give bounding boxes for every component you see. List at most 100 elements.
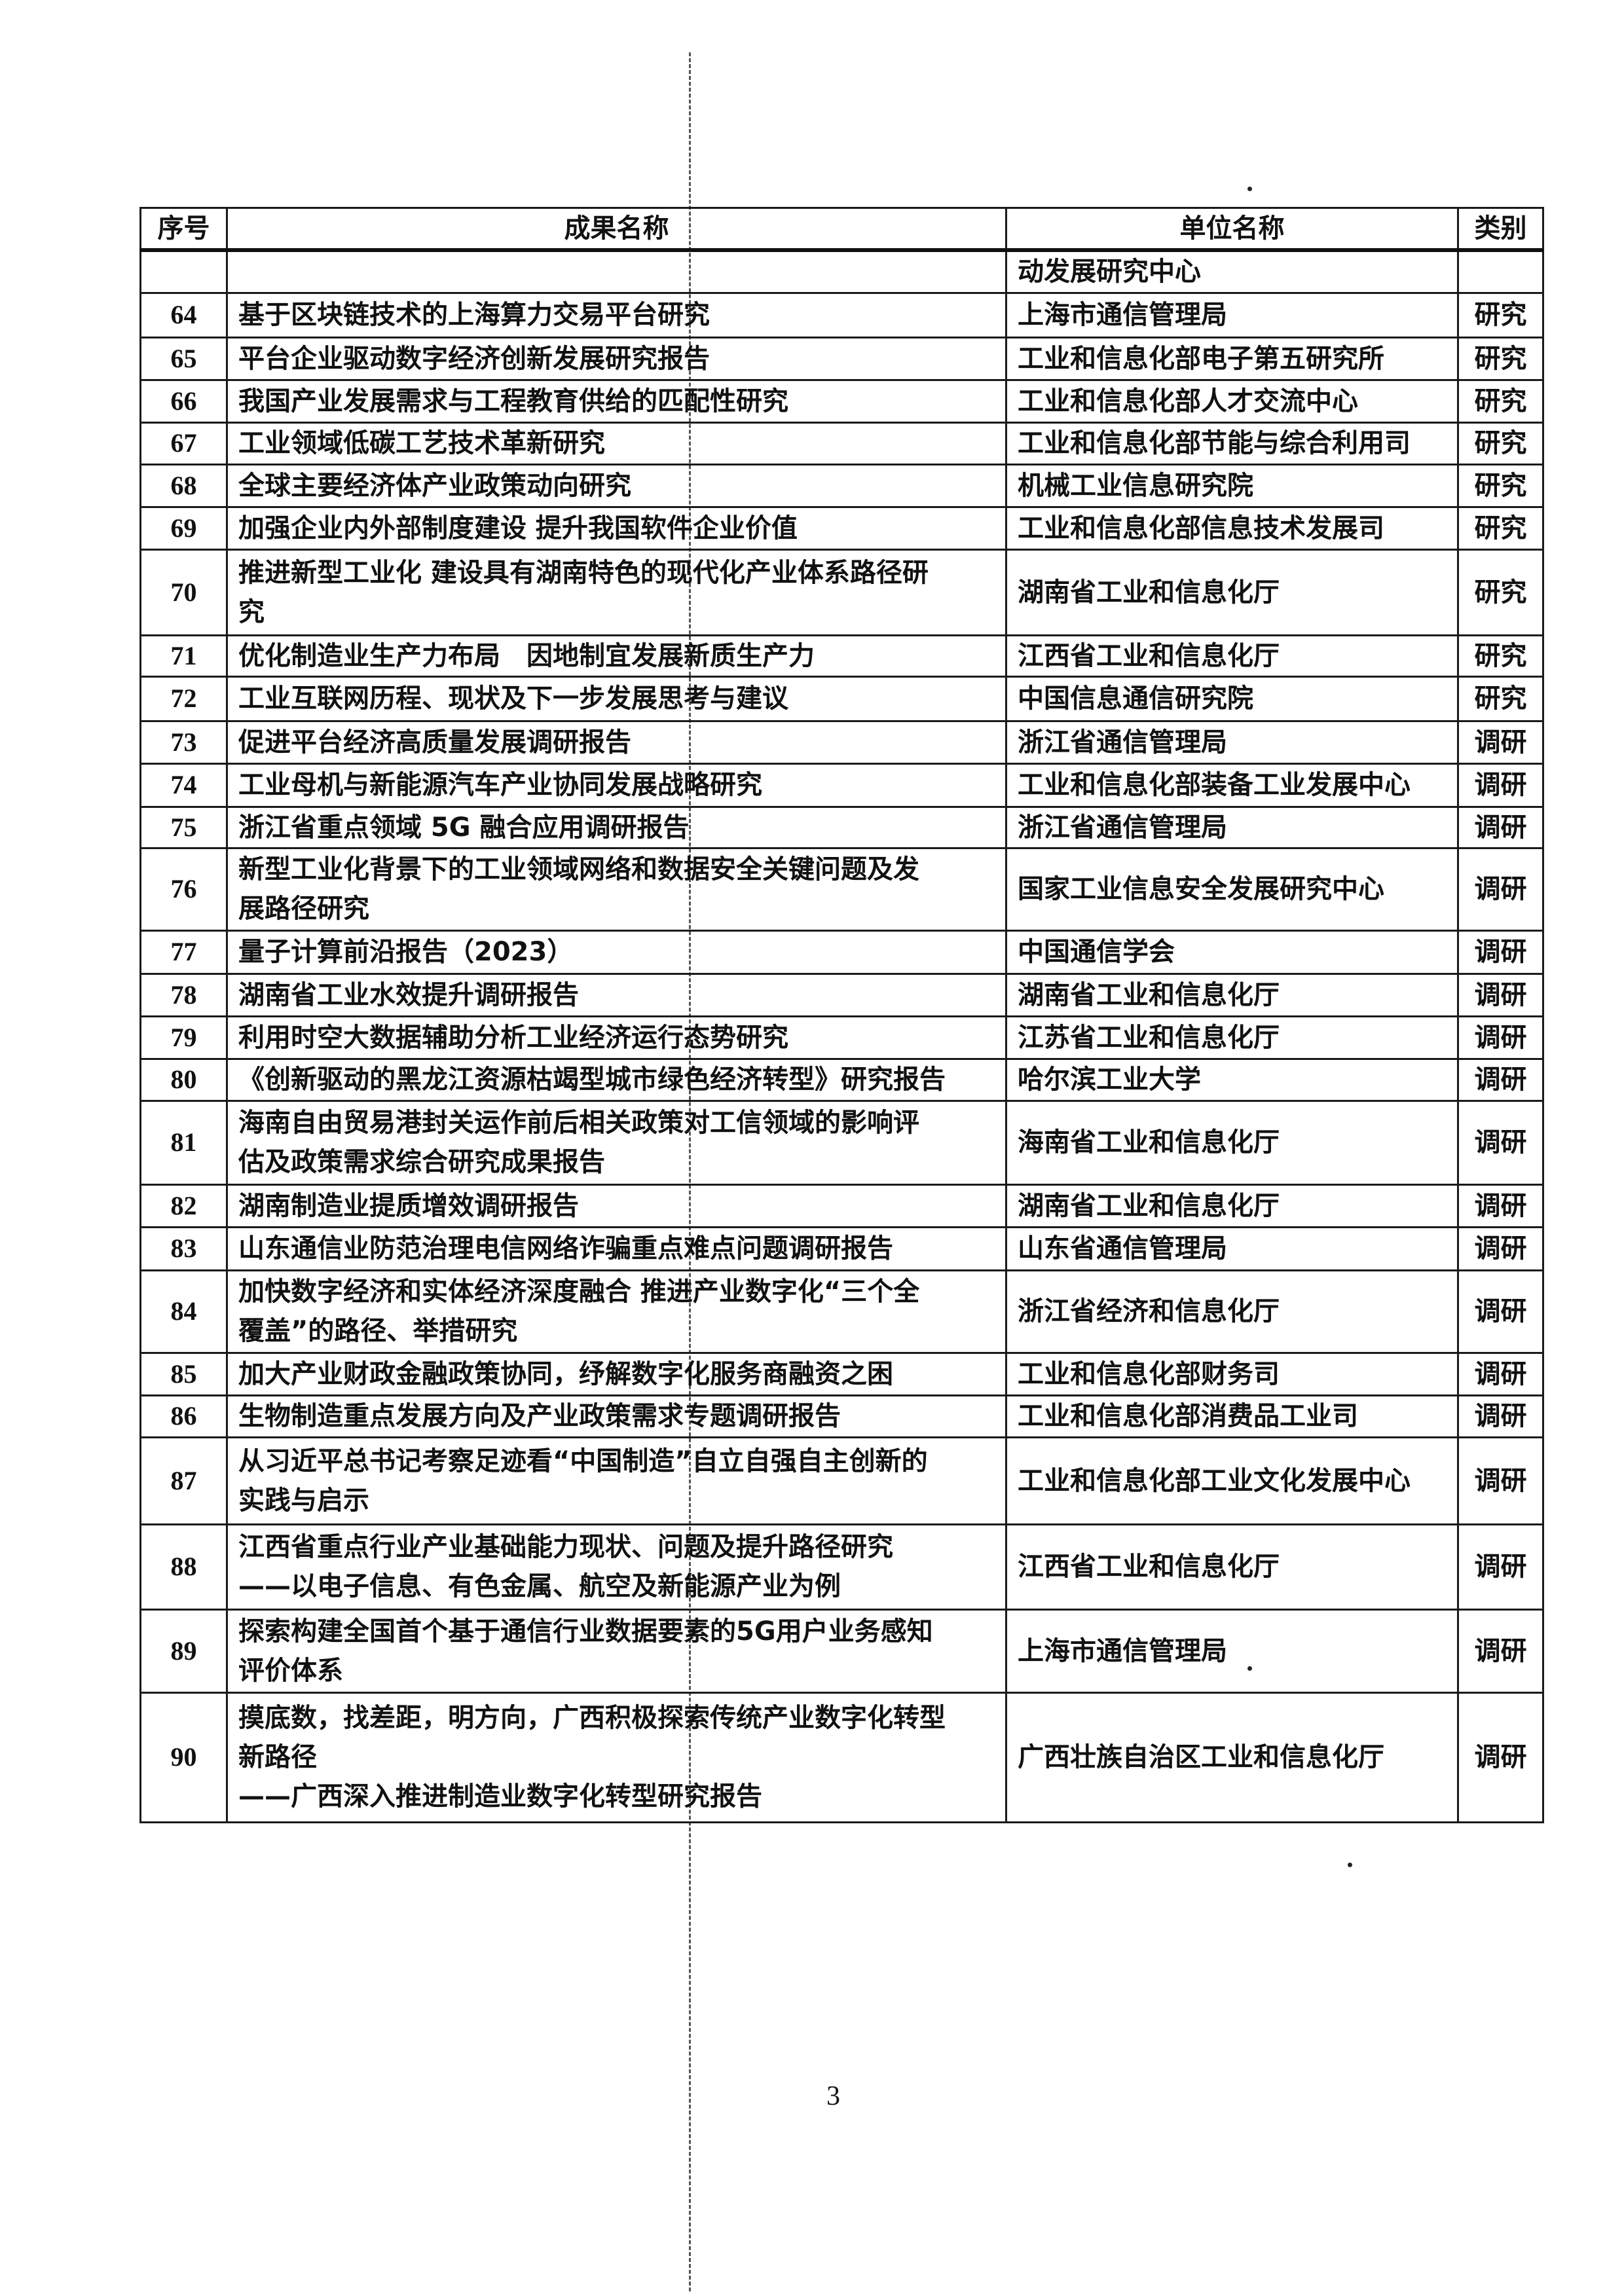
table-row: 86 生物制造重点发展方向及产业政策需求专题调研报告 工业和信息化部消费品工业司 调研	[139, 1394, 1544, 1438]
table-row: 71 优化制造业生产力布局 因地制宜发展新质生产力 江西省工业和信息化厅 研究	[139, 634, 1544, 678]
row-category: 研究	[1457, 463, 1544, 508]
row-number: 86	[139, 1394, 228, 1438]
row-unit: 广西壮族自治区工业和信息化厅	[1005, 1691, 1459, 1823]
table-row: 动发展研究中心	[139, 249, 1544, 294]
title-line: 生物制造重点发展方向及产业政策需求专题调研报告	[238, 1401, 841, 1431]
row-category: 调研	[1457, 1183, 1544, 1228]
title-line: 探索构建全国首个基于通信行业数据要素的5G用户业务感知	[238, 1616, 933, 1647]
header-number: 序号	[139, 207, 228, 251]
row-category: 调研	[1457, 1015, 1544, 1060]
title-line: 利用时空大数据辅助分析工业经济运行态势研究	[238, 1022, 788, 1053]
title-line: 工业互联网历程、现状及下一步发展思考与建议	[238, 683, 788, 714]
table-row: 83 山东通信业防范治理电信网络诈骗重点难点问题调研报告 山东省通信管理局 调研	[139, 1226, 1544, 1271]
row-category: 研究	[1457, 634, 1544, 678]
row-unit: 工业和信息化部电子第五研究所	[1005, 336, 1459, 381]
row-category: 调研	[1457, 1523, 1544, 1611]
row-category: 研究	[1457, 336, 1544, 381]
row-unit: 机械工业信息研究院	[1005, 463, 1459, 508]
row-title: 山东通信业防范治理电信网络诈骗重点难点问题调研报告	[226, 1226, 1007, 1271]
row-title: 促进平台经济高质量发展调研报告	[226, 720, 1007, 765]
header-category: 类别	[1457, 207, 1544, 251]
table-row: 76 新型工业化背景下的工业领域网络和数据安全关键问题及发 展路径研究 国家工业信息安…	[139, 847, 1544, 932]
title-line: 工业领域低碳工艺技术革新研究	[238, 428, 605, 458]
table-row: 78 湖南省工业水效提升调研报告 湖南省工业和信息化厅 调研	[139, 972, 1544, 1017]
row-title: 《创新驱动的黑龙江资源枯竭型城市绿色经济转型》研究报告	[226, 1057, 1007, 1102]
row-unit: 动发展研究中心	[1005, 249, 1459, 294]
table-row: 72 工业互联网历程、现状及下一步发展思考与建议 中国信息通信研究院 研究	[139, 675, 1544, 722]
row-category: 调研	[1457, 1351, 1544, 1396]
table-row: 90 摸底数，找差距，明方向，广西积极探索传统产业数字化转型 新路径 ——广西深入推进…	[139, 1691, 1544, 1823]
table-row: 77 量子计算前沿报告（2023） 中国通信学会 调研	[139, 929, 1544, 975]
title-line: 平台企业驱动数字经济创新发展研究报告	[238, 343, 710, 374]
row-number: 77	[139, 929, 228, 975]
row-title: 新型工业化背景下的工业领域网络和数据安全关键问题及发 展路径研究	[226, 847, 1007, 932]
table-header-row: 序号 成果名称 单位名称 类别	[139, 207, 1544, 251]
row-number: 75	[139, 805, 228, 849]
row-unit: 江西省工业和信息化厅	[1005, 634, 1459, 678]
row-title: 加快数字经济和实体经济深度融合 推进产业数字化“三个全 覆盖”的路径、举措研究	[226, 1269, 1007, 1354]
row-number: 79	[139, 1015, 228, 1060]
row-category: 调研	[1457, 720, 1544, 765]
row-title: 利用时空大数据辅助分析工业经济运行态势研究	[226, 1015, 1007, 1060]
row-category: 研究	[1457, 675, 1544, 722]
row-number: 76	[139, 847, 228, 932]
row-title: 加大产业财政金融政策协同，纾解数字化服务商融资之困	[226, 1351, 1007, 1396]
scan-speck	[1247, 1666, 1252, 1671]
table-row: 79 利用时空大数据辅助分析工业经济运行态势研究 江苏省工业和信息化厅 调研	[139, 1015, 1544, 1060]
row-unit: 工业和信息化部财务司	[1005, 1351, 1459, 1396]
table-row: 66 我国产业发展需求与工程教育供给的匹配性研究 工业和信息化部人才交流中心 研究	[139, 378, 1544, 424]
title-line: 从习近平总书记考察足迹看“中国制造”自立自强自主创新的	[238, 1446, 928, 1476]
title-line: 浙江省重点领域 5G 融合应用调研报告	[238, 812, 690, 843]
table-row: 85 加大产业财政金融政策协同，纾解数字化服务商融资之困 工业和信息化部财务司 调研	[139, 1351, 1544, 1396]
row-category: 调研	[1457, 1436, 1544, 1525]
scan-speck	[1348, 1863, 1352, 1867]
row-number: 72	[139, 675, 228, 722]
row-category: 研究	[1457, 505, 1544, 551]
row-unit: 上海市通信管理局	[1005, 291, 1459, 338]
row-unit: 上海市通信管理局	[1005, 1608, 1459, 1694]
table-row: 64 基于区块链技术的上海算力交易平台研究 上海市通信管理局 研究	[139, 291, 1544, 338]
row-unit: 湖南省工业和信息化厅	[1005, 1183, 1459, 1228]
row-unit: 江西省工业和信息化厅	[1005, 1523, 1459, 1611]
row-category: 调研	[1457, 847, 1544, 932]
table-row: 87 从习近平总书记考察足迹看“中国制造”自立自强自主创新的 实践与启示 工业和信息化…	[139, 1436, 1544, 1525]
row-title: 工业互联网历程、现状及下一步发展思考与建议	[226, 675, 1007, 722]
row-title: 湖南制造业提质增效调研报告	[226, 1183, 1007, 1228]
title-line: 湖南制造业提质增效调研报告	[238, 1190, 579, 1221]
row-category: 研究	[1457, 421, 1544, 465]
row-title: 量子计算前沿报告（2023）	[226, 929, 1007, 975]
title-line: 摸底数，找差距，明方向，广西积极探索传统产业数字化转型	[238, 1703, 946, 1733]
title-line: 山东通信业防范治理电信网络诈骗重点难点问题调研报告	[238, 1233, 893, 1264]
row-category: 调研	[1457, 805, 1544, 849]
row-unit: 哈尔滨工业大学	[1005, 1057, 1459, 1102]
row-number: 83	[139, 1226, 228, 1271]
title-line: 评价体系	[238, 1655, 343, 1686]
row-unit: 浙江省通信管理局	[1005, 805, 1459, 849]
row-number: 64	[139, 291, 228, 338]
table-row: 68 全球主要经济体产业政策动向研究 机械工业信息研究院 研究	[139, 463, 1544, 508]
row-unit: 工业和信息化部装备工业发展中心	[1005, 762, 1459, 808]
title-line: 展路径研究	[238, 894, 369, 924]
table-row: 89 探索构建全国首个基于通信行业数据要素的5G用户业务感知 评价体系 上海市通信管理…	[139, 1608, 1544, 1694]
title-line: 基于区块链技术的上海算力交易平台研究	[238, 300, 710, 330]
table-row: 65 平台企业驱动数字经济创新发展研究报告 工业和信息化部电子第五研究所 研究	[139, 336, 1544, 381]
row-unit: 工业和信息化部信息技术发展司	[1005, 505, 1459, 551]
row-unit: 工业和信息化部人才交流中心	[1005, 378, 1459, 424]
table-row: 73 促进平台经济高质量发展调研报告 浙江省通信管理局 调研	[139, 720, 1544, 765]
row-number: 67	[139, 421, 228, 465]
row-number: 66	[139, 378, 228, 424]
row-title: 全球主要经济体产业政策动向研究	[226, 463, 1007, 508]
row-category: 调研	[1457, 762, 1544, 808]
row-category: 调研	[1457, 972, 1544, 1017]
row-unit: 中国信息通信研究院	[1005, 675, 1459, 722]
row-title: 我国产业发展需求与工程教育供给的匹配性研究	[226, 378, 1007, 424]
table-row: 69 加强企业内外部制度建设 提升我国软件企业价值 工业和信息化部信息技术发展司 研究	[139, 505, 1544, 551]
row-unit: 工业和信息化部节能与综合利用司	[1005, 421, 1459, 465]
row-category: 调研	[1457, 1269, 1544, 1354]
row-number: 68	[139, 463, 228, 508]
table-row: 88 江西省重点行业产业基础能力现状、问题及提升路径研究 ——以电子信息、有色金属、…	[139, 1523, 1544, 1611]
title-line: 估及政策需求综合研究成果报告	[238, 1147, 605, 1177]
table-row: 84 加快数字经济和实体经济深度融合 推进产业数字化“三个全 覆盖”的路径、举措研究…	[139, 1269, 1544, 1354]
row-category: 调研	[1457, 929, 1544, 975]
row-number: 84	[139, 1269, 228, 1354]
